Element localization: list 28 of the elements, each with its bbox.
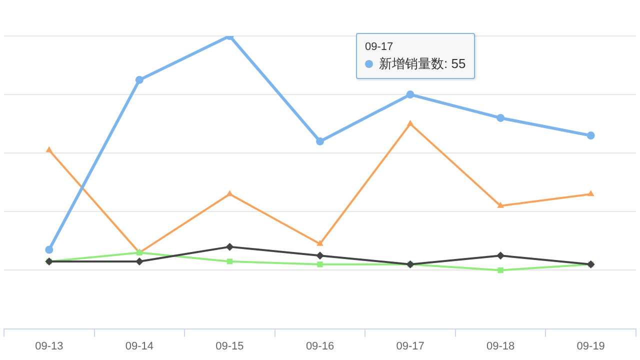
point xyxy=(46,146,53,152)
x-tick-label: 09-17 xyxy=(396,340,424,352)
annotation: : 55 xyxy=(444,55,466,73)
point xyxy=(316,252,324,260)
annotation: 09-17 xyxy=(365,40,394,55)
point xyxy=(587,190,594,196)
x-tick-label: 09-13 xyxy=(35,340,64,352)
point xyxy=(586,132,595,140)
point xyxy=(226,242,234,251)
x-tick-label: 09-16 xyxy=(306,340,334,352)
point xyxy=(316,137,324,146)
point xyxy=(406,120,414,126)
x-tick-label: 09-19 xyxy=(576,340,605,352)
point xyxy=(45,246,54,254)
point xyxy=(317,262,323,268)
point xyxy=(226,258,233,264)
x-tick-label: 09-14 xyxy=(125,340,154,352)
point xyxy=(135,76,144,84)
point xyxy=(496,114,505,122)
point xyxy=(496,252,505,260)
point xyxy=(498,267,504,274)
point xyxy=(316,240,324,246)
x-tick-label: 09-15 xyxy=(216,340,244,352)
legend-label: 新增销量数 xyxy=(379,55,444,73)
point xyxy=(406,90,414,99)
x-tick-label: 09-18 xyxy=(486,340,515,352)
point xyxy=(497,202,504,208)
point xyxy=(226,190,234,196)
